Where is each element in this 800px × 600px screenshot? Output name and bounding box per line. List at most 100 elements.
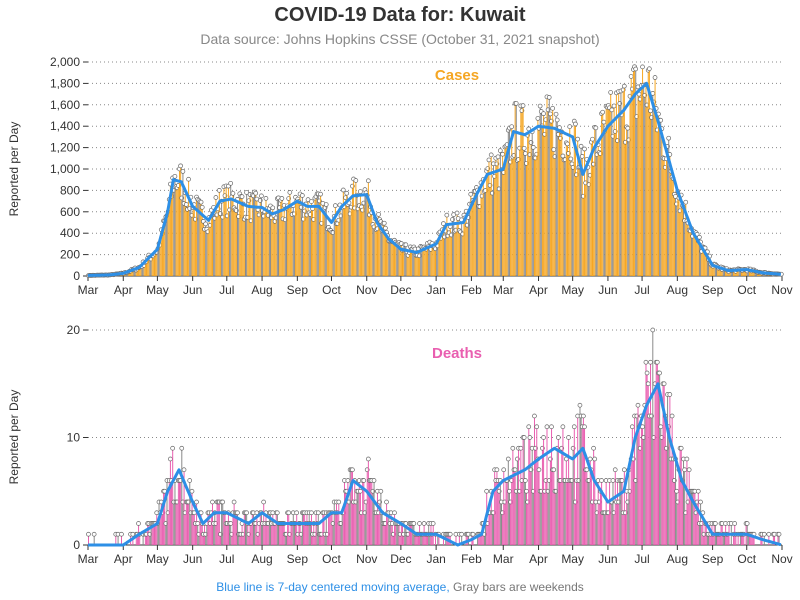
cases-bar: [212, 215, 213, 276]
deaths-bar: [699, 524, 700, 546]
cases-bar: [195, 219, 196, 276]
cases-point: [510, 125, 514, 129]
cases-bar: [573, 167, 574, 276]
cases-point: [538, 104, 542, 108]
cases-bar: [520, 106, 521, 276]
cases-bar: [358, 209, 359, 276]
cases-ytick-label: 1,200: [50, 141, 80, 155]
deaths-bar: [565, 481, 566, 546]
deaths-bar: [288, 513, 289, 545]
deaths-point: [137, 522, 141, 526]
deaths-bar: [633, 459, 634, 545]
deaths-point: [578, 403, 582, 407]
cases-bar: [372, 225, 373, 276]
cases-bar: [329, 230, 330, 276]
deaths-xtick-label: Jul: [219, 552, 234, 566]
cases-bar: [154, 254, 155, 276]
deaths-point: [535, 425, 539, 429]
cases-bar: [527, 135, 528, 276]
cases-xtick-label: Nov: [771, 283, 792, 297]
cases-bar: [656, 108, 657, 276]
deaths-bar: [544, 491, 545, 545]
cases-bar: [471, 204, 472, 276]
cases-bar: [474, 191, 475, 276]
cases-point: [641, 65, 645, 69]
cases-point: [552, 148, 556, 152]
cases-bar: [499, 189, 500, 276]
deaths-point: [522, 436, 526, 440]
deaths-bar: [593, 448, 594, 545]
deaths-bar: [627, 502, 628, 545]
cases-ytick-label: 2,000: [50, 55, 80, 69]
deaths-bar: [350, 470, 351, 545]
cases-bar: [684, 221, 685, 276]
deaths-bar: [685, 513, 686, 545]
cases-bar: [254, 192, 255, 276]
deaths-bar: [490, 513, 491, 545]
cases-bar: [288, 199, 289, 276]
cases-bar: [352, 186, 353, 276]
deaths-bar: [411, 524, 412, 546]
cases-bar: [361, 207, 362, 276]
cases-bar: [540, 106, 541, 276]
deaths-bar: [684, 470, 685, 545]
cases-bar: [330, 231, 331, 276]
cases-bar: [351, 207, 352, 276]
deaths-bar: [519, 491, 520, 545]
deaths-bar: [182, 502, 183, 545]
cases-bar: [449, 233, 450, 276]
deaths-bar: [607, 513, 608, 545]
deaths-bar: [540, 491, 541, 545]
cases-xtick-label: Jun: [598, 283, 617, 297]
deaths-point: [687, 468, 691, 472]
cases-bar: [610, 92, 611, 276]
cases-bar: [516, 103, 517, 276]
deaths-point: [659, 425, 663, 429]
cases-bar: [551, 121, 552, 276]
cases-bar: [586, 159, 587, 276]
cases-bar: [698, 241, 699, 276]
deaths-bar: [649, 416, 650, 545]
cases-bar: [518, 159, 519, 276]
cases-xtick-label: Jun: [183, 283, 202, 297]
cases-bar: [630, 96, 631, 276]
cases-point: [555, 118, 559, 122]
deaths-xtick-label: Oct: [737, 552, 756, 566]
deaths-bar: [597, 513, 598, 545]
deaths-bar: [376, 513, 377, 545]
deaths-bar: [221, 502, 222, 545]
deaths-panel: 01020Mar Apr May Jun Jul Aug Sep Oct Nov Dec Jan Fe…: [7, 323, 793, 566]
cases-bar: [444, 237, 445, 276]
deaths-bar: [584, 427, 585, 545]
deaths-bar: [308, 524, 309, 546]
cases-bar: [275, 221, 276, 276]
deaths-point: [392, 511, 396, 515]
deaths-bar: [661, 438, 662, 546]
cases-bar: [227, 216, 228, 276]
deaths-bar: [529, 438, 530, 546]
cases-bar: [544, 134, 545, 276]
deaths-point: [582, 425, 586, 429]
deaths-bar: [178, 481, 179, 546]
cases-bar: [477, 190, 478, 276]
deaths-bar: [573, 448, 574, 545]
deaths-point: [221, 500, 225, 504]
deaths-bar: [546, 427, 547, 545]
cases-ytick-label: 200: [60, 248, 80, 262]
deaths-point: [92, 532, 96, 536]
cases-bar: [366, 193, 367, 276]
cases-point: [280, 196, 284, 200]
cases-bar: [585, 183, 586, 276]
cases-bar: [214, 218, 215, 276]
deaths-bar: [369, 481, 370, 546]
cases-bar: [694, 234, 695, 276]
deaths-bar: [366, 502, 367, 545]
cases-bar: [327, 229, 328, 276]
deaths-bar: [602, 513, 603, 545]
cases-bar: [475, 191, 476, 276]
cases-bar: [682, 206, 683, 276]
deaths-bar: [677, 502, 678, 545]
deaths-bar: [259, 524, 260, 546]
cases-bar: [302, 195, 303, 276]
deaths-xtick-label: Apr: [114, 552, 133, 566]
